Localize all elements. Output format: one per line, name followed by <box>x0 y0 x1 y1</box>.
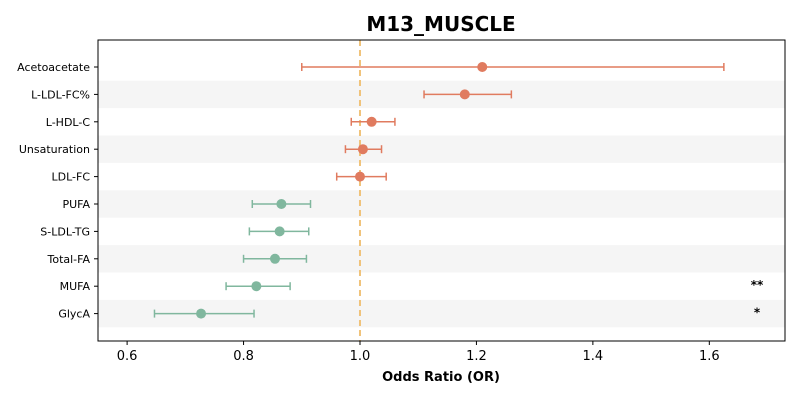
odds-ratio-point <box>274 226 285 237</box>
x-axis-label: Odds Ratio (OR) <box>382 370 500 385</box>
significance-marker: * <box>754 306 761 320</box>
y-tick-label: PUFA <box>62 198 90 211</box>
row-band <box>98 245 785 273</box>
row-pufa <box>251 199 312 209</box>
odds-ratio-point <box>196 308 207 319</box>
odds-ratio-point <box>269 253 280 264</box>
row-acetoacetate <box>301 62 725 72</box>
row-bands <box>98 80 785 328</box>
y-tick-label: L-LDL-FC% <box>31 88 90 101</box>
x-tick-label: 1.0 <box>350 349 371 364</box>
odds-ratio-point <box>251 281 262 292</box>
row-band <box>98 135 785 163</box>
plot-frame <box>97 39 786 342</box>
odds-ratio-point <box>276 199 287 209</box>
y-axis: Acetoacetate L-LDL-FC% L-HDL-C Unsaturation… <box>17 61 98 321</box>
y-tick-label: Total-FA <box>46 253 90 266</box>
x-tick-label: 1.4 <box>583 349 604 364</box>
row-band <box>98 190 785 218</box>
odds-ratio-point <box>357 144 368 155</box>
odds-ratio-point <box>354 171 365 182</box>
x-tick-label: 0.6 <box>117 349 138 364</box>
row-mufa <box>225 281 291 292</box>
chart-title: M13_MUSCLE <box>366 12 515 36</box>
y-tick-label: L-HDL-C <box>46 116 91 129</box>
row-l-hdl-c <box>350 116 396 127</box>
y-tick-label: Unsaturation <box>19 143 90 156</box>
row-s-ldl-tg <box>248 226 310 237</box>
significance-marker: ** <box>751 278 764 292</box>
chart-marks: *** <box>153 62 764 320</box>
row-unsaturation <box>344 144 383 155</box>
y-tick-label: Acetoacetate <box>17 61 90 74</box>
x-tick-label: 0.8 <box>233 349 254 364</box>
row-glyca <box>153 308 255 319</box>
y-tick-label: LDL-FC <box>51 171 90 184</box>
x-axis: 0.6 0.8 1.0 1.2 1.4 1.6 <box>117 341 720 364</box>
row-ldl-fc <box>335 171 387 182</box>
x-tick-label: 1.2 <box>466 349 487 364</box>
odds-ratio-point <box>459 89 470 100</box>
x-tick-label: 1.6 <box>699 349 720 364</box>
row-total-fa <box>242 253 308 264</box>
odds-ratio-point <box>477 62 488 72</box>
y-tick-label: MUFA <box>60 280 91 293</box>
y-tick-label: S-LDL-TG <box>40 225 90 238</box>
y-tick-label: GlycA <box>58 308 90 321</box>
odds-ratio-point <box>366 116 377 127</box>
row-l-ldl-fc- <box>423 89 513 100</box>
